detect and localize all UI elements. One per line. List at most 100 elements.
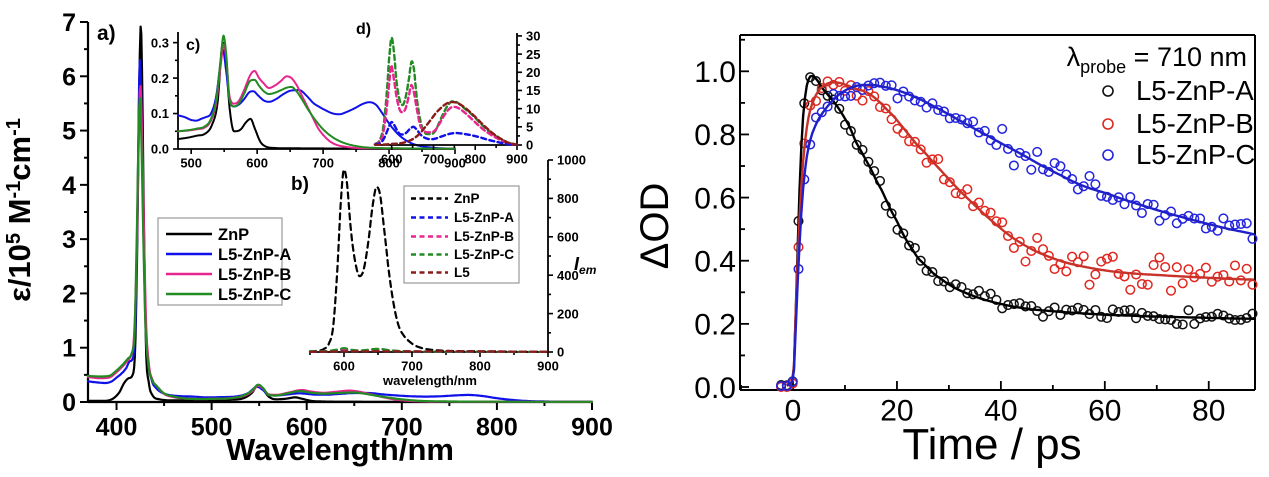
data-point-L5-ZnP-A [1061,304,1072,315]
data-point-L5-ZnP-B [962,184,973,195]
y-axis-label-epsilon: ε/105 M-1cm-1 [2,118,37,302]
data-point-L5-ZnP-B [973,197,984,208]
panel-b-label: b) [291,174,309,195]
legend-label-l5znpa: L5-ZnP-A [218,246,291,264]
inset-b-curves [308,168,550,353]
legend-absorption: ZnP L5-ZnP-A L5-ZnP-B L5-ZnP-C [157,217,291,306]
data-point-L5-ZnP-B [1084,279,1095,290]
x-tick-label: 700 [401,358,423,373]
data-point-L5-ZnP-A [1218,310,1229,321]
data-point-L5-ZnP-C [1049,158,1060,169]
curve-L5-ZnP-C [177,34,456,150]
data-point-L5-ZnP-B [1107,251,1118,262]
y-tick-label: 6 [62,63,76,91]
kinetics-figure: 0 20 40 60 80 0.0 0.2 0.4 0.6 0.8 1.0 ΔOD Time / p… [633,34,1258,469]
data-point-L5-ZnP-A [1131,313,1142,324]
legend-probe-wavelength: λprobe = 710 nm [1067,42,1247,77]
data-point-L5-ZnP-C [1229,219,1241,230]
data-point-L5-ZnP-C [1026,164,1037,175]
x-tick-label: 700 [381,414,423,442]
legend-absorption-box [157,217,283,306]
main-plot-curves [86,25,594,403]
x-tick-label: 60 [1088,395,1121,428]
data-point-L5-ZnP-C [1084,171,1095,182]
curve-L5 [373,100,519,146]
data-point-L5-ZnP-C [938,106,950,117]
data-point-L5-ZnP-C [1090,179,1101,190]
x-tick-label: 900 [506,151,528,166]
y-tick-label: 4 [62,172,76,200]
data-point-L5-ZnP-B [950,188,961,199]
data-point-L5-ZnP-A [810,76,822,87]
data-point-L5-ZnP-B [1125,284,1136,295]
y-tick-label: 1.0 [694,56,736,89]
data-point-L5-ZnP-B [1142,279,1153,290]
y-tick-label: 1 [62,335,76,363]
x-tick-label: 600 [333,358,355,373]
legend-kinetics: λprobe = 710 nm L5-ZnP-A L5-ZnP-B L5-ZnP… [1067,42,1256,170]
y-tick-label: 0 [62,389,76,417]
data-point-L5-ZnP-A [1037,311,1049,322]
y-tick-label: 0.6 [694,182,736,215]
legend-label-l5-em: L5 [454,265,470,280]
data-point-L5-ZnP-B [1200,262,1211,273]
data-point-L5-ZnP-B [915,144,926,155]
data-point-L5-ZnP-A [1171,318,1182,330]
data-point-L5-ZnP-C [869,78,880,89]
panel-a-label: a) [97,22,116,45]
x-tick-label: 900 [571,414,613,442]
data-point-L5-ZnP-C [1200,223,1211,234]
data-point-L5-ZnP-C [1032,146,1043,157]
y-tick-label: 0.0 [151,142,169,157]
data-point-L5-ZnP-B [1014,236,1025,247]
kinetics-fit-lines [786,74,1255,387]
legend-label-l5znpb-em: L5-ZnP-B [454,229,514,244]
curve-L5-ZnP-A [373,120,519,146]
data-point-L5-ZnP-C [997,123,1008,134]
curve-L5-ZnP-C [86,96,594,403]
panel-c-label: c) [186,37,200,54]
x-axis-label-wavelength: Wavelength/nm [226,432,454,467]
x-tick-label: 700 [312,155,334,170]
data-point-L5-ZnP-B [909,136,920,147]
data-point-L5-ZnP-A [1107,304,1118,315]
legend-label-kin-l5znpb: L5-ZnP-B [1136,108,1254,139]
x-tick-label: 800 [476,414,518,442]
y-tick-label: 5 [62,118,76,146]
legend-marker-l5znpc [1102,149,1114,161]
data-point-L5-ZnP-C [845,90,856,101]
y-tick-label: 25 [526,47,540,62]
data-point-L5-ZnP-A [1177,319,1188,330]
data-point-L5-ZnP-B [1171,262,1182,273]
data-point-L5-ZnP-A [1096,311,1107,322]
data-point-L5-ZnP-B [1229,260,1241,271]
data-point-L5-ZnP-B [1241,263,1252,274]
data-point-L5-ZnP-B [1148,260,1159,271]
data-point-L5-ZnP-C [1014,147,1025,158]
x-axis-label-time: Time / ps [902,420,1081,469]
y-tick-label: 0.8 [694,119,736,152]
x-tick-label: 400 [96,414,138,442]
curve-L5-ZnP-C [373,36,519,146]
data-point-L5-ZnP-B [1224,276,1235,287]
data-point-L5-ZnP-A [851,139,862,150]
y-tick-label: 7 [62,9,76,37]
y-tick-label: 0.2 [694,309,736,342]
y-tick-label: 0.3 [151,35,169,50]
data-point-L5-ZnP-C [1171,218,1182,229]
legend-emission-box [403,185,520,284]
data-point-L5-ZnP-C [1241,218,1252,229]
data-point-L5-ZnP-A [985,288,996,299]
data-point-L5-ZnP-C [1165,206,1177,217]
data-point-L5-ZnP-C [1008,160,1019,171]
y-tick-label: 0 [526,138,533,153]
data-point-L5-ZnP-B [1165,285,1177,296]
data-point-L5-ZnP-A [1229,314,1241,326]
y-axis-label-delta-od: ΔOD [633,183,677,270]
data-point-L5-ZnP-C [1218,213,1229,224]
legend-label-l5znpc-em: L5-ZnP-C [454,247,514,262]
data-point-L5-ZnP-A [962,288,973,299]
data-point-L5-ZnP-B [1154,252,1165,263]
data-point-L5-ZnP-C [840,91,851,102]
